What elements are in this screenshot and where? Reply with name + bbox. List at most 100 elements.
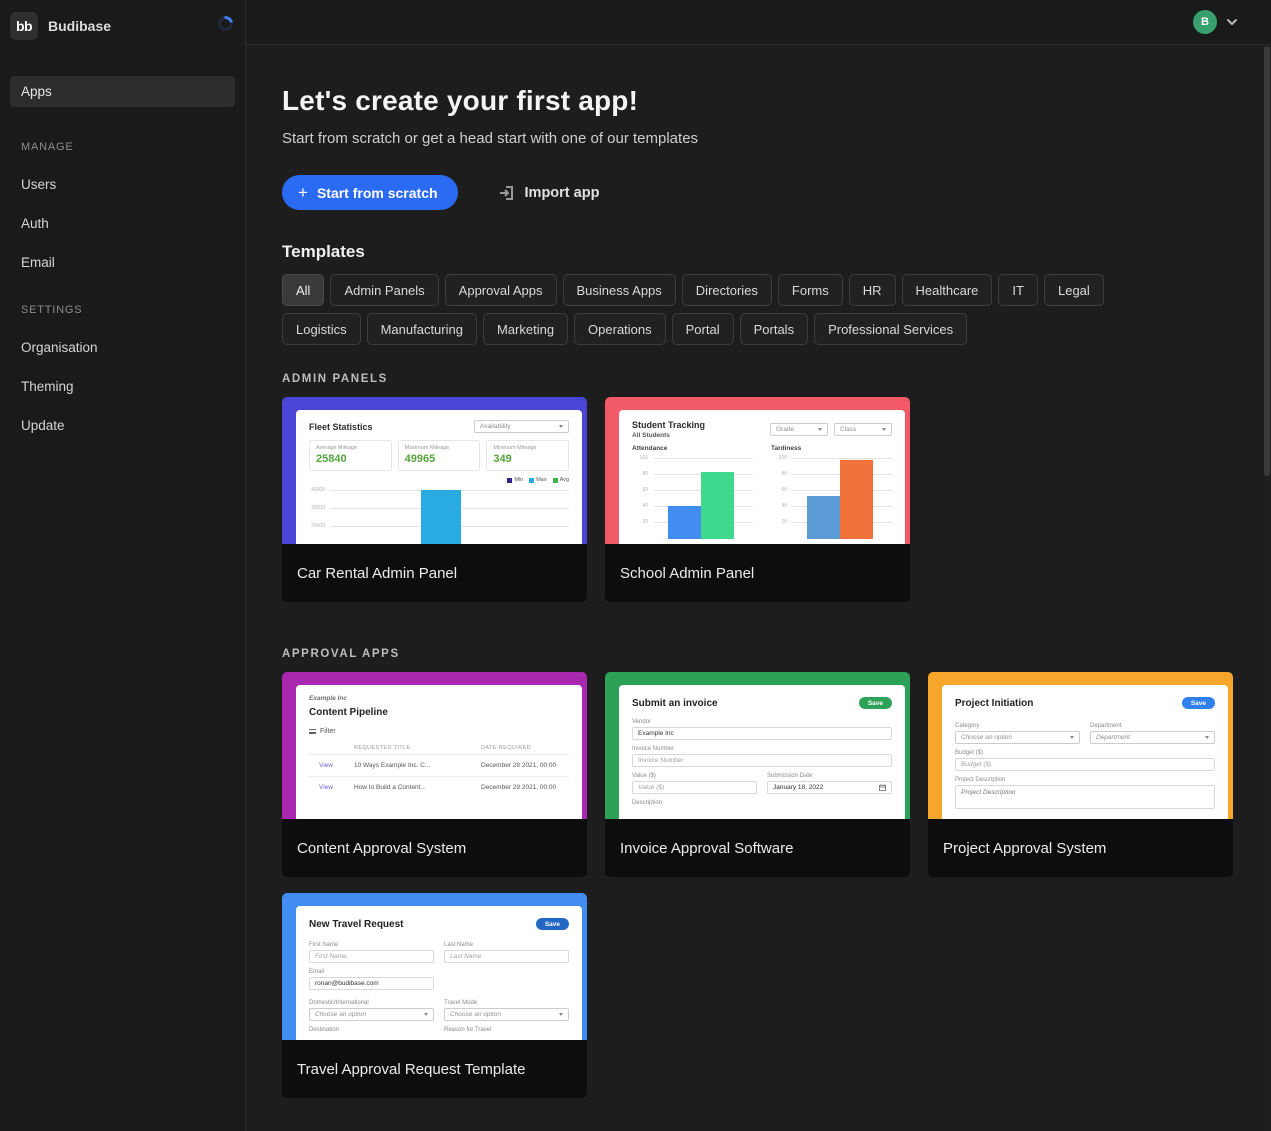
- section-heading-approval-apps: APPROVAL APPS: [282, 648, 400, 660]
- filter-chip-forms[interactable]: Forms: [777, 274, 843, 306]
- mini-last-name-input: Last Name: [444, 950, 569, 963]
- sidebar-section-settings: SETTINGS: [21, 304, 83, 316]
- car-rental-thumbnail: Fleet Statistics Availability Average Mi…: [282, 397, 587, 544]
- card-title-project: Project Approval System: [928, 819, 1233, 877]
- sidebar-item-apps[interactable]: Apps: [10, 76, 235, 107]
- mini-panel-subtitle: All Students: [632, 432, 670, 439]
- filter-chip-marketing[interactable]: Marketing: [482, 313, 569, 345]
- approval-apps-card-grid: Example Inc Content Pipeline Filter REQU…: [282, 672, 1233, 1098]
- filter-chip-operations[interactable]: Operations: [574, 313, 666, 345]
- start-from-scratch-label: Start from scratch: [316, 184, 438, 201]
- sidebar-item-email[interactable]: Email: [21, 255, 55, 270]
- admin-panels-card-grid: Fleet Statistics Availability Average Mi…: [282, 397, 1233, 602]
- filter-chip-it[interactable]: IT: [998, 274, 1038, 306]
- invoice-thumbnail: Submit an invoice Save Vendor Example In…: [605, 672, 910, 819]
- mini-budget-input: Budget ($): [955, 758, 1215, 771]
- user-avatar[interactable]: B: [1193, 10, 1217, 34]
- mini-invoice-number-input: Invoice Number: [632, 754, 892, 767]
- mini-stat-maximum-mileage: Maximum Mileage 49965: [397, 440, 481, 471]
- template-card-car-rental-admin-panel[interactable]: Fleet Statistics Availability Average Mi…: [282, 397, 587, 602]
- card-title-travel: Travel Approval Request Template: [282, 1040, 587, 1098]
- mini-bar-chart: 40000 30000 20000: [309, 487, 569, 544]
- mini-vendor-input: Example Inc: [632, 727, 892, 740]
- mini-chart-legend: Min Max Avg: [309, 477, 569, 483]
- filter-chip-business-apps[interactable]: Business Apps: [562, 274, 676, 306]
- template-card-project-approval-system[interactable]: Project Initiation Save Category Choose …: [928, 672, 1233, 877]
- budibase-logo-icon: bb: [10, 12, 38, 40]
- filter-chip-portals[interactable]: Portals: [739, 313, 809, 345]
- filter-chip-healthcare[interactable]: Healthcare: [901, 274, 993, 306]
- card-title-invoice: Invoice Approval Software: [605, 819, 910, 877]
- mini-class-select: Class: [834, 423, 892, 436]
- mini-table-row: View 10 Ways Example Inc. C... December …: [309, 754, 569, 776]
- mini-panel-title: Project Initiation: [955, 697, 1034, 709]
- sidebar-item-update[interactable]: Update: [21, 418, 65, 433]
- mini-grade-select: Grade: [770, 423, 828, 436]
- mini-category-select: Choose an option: [955, 731, 1080, 744]
- travel-thumbnail: New Travel Request Save First Name First…: [282, 893, 587, 1040]
- main-content: Let's create your first app! Start from …: [246, 45, 1271, 1131]
- import-icon: [498, 184, 516, 202]
- filter-chip-directories[interactable]: Directories: [681, 274, 772, 306]
- mini-save-button: Save: [1181, 697, 1215, 709]
- sidebar-item-users[interactable]: Users: [21, 177, 57, 192]
- mini-save-button: Save: [535, 918, 569, 930]
- card-title-car-rental: Car Rental Admin Panel: [282, 544, 587, 602]
- filter-chip-hr[interactable]: HR: [848, 274, 896, 306]
- mini-project-description-textarea: [955, 785, 1215, 809]
- mini-table-row: View How to Build a Content... December …: [309, 776, 569, 798]
- project-thumbnail: Project Initiation Save Category Choose …: [928, 672, 1233, 819]
- mini-panel-title: Content Pipeline: [309, 707, 388, 718]
- hamburger-icon: [309, 729, 316, 734]
- filter-chip-manufacturing[interactable]: Manufacturing: [366, 313, 477, 345]
- mini-table: REQUESTED TITLE DATE REQUIRED View 10 Wa…: [309, 742, 569, 798]
- mini-stat-minimum-mileage: Minimum Mileage 349: [486, 440, 570, 471]
- sidebar-section-manage: MANAGE: [21, 141, 74, 153]
- scrollbar[interactable]: [1264, 46, 1270, 1131]
- start-from-scratch-button[interactable]: + Start from scratch: [282, 175, 458, 210]
- user-menu-chevron-down-icon[interactable]: [1225, 15, 1239, 29]
- filter-chip-logistics[interactable]: Logistics: [282, 313, 361, 345]
- sidebar-item-theming[interactable]: Theming: [21, 379, 74, 394]
- scrollbar-thumb[interactable]: [1264, 46, 1270, 476]
- template-card-invoice-approval-software[interactable]: Submit an invoice Save Vendor Example In…: [605, 672, 910, 877]
- mini-domestic-select: Choose an option: [309, 1008, 434, 1021]
- section-heading-admin-panels: ADMIN PANELS: [282, 373, 388, 385]
- filter-chip-admin-panels[interactable]: Admin Panels: [330, 274, 439, 306]
- sidebar-item-organisation[interactable]: Organisation: [21, 340, 98, 355]
- filter-chip-professional-services[interactable]: Professional Services: [814, 313, 968, 345]
- plus-icon: +: [298, 183, 308, 202]
- mini-email-input: ronan@budibase.com: [309, 977, 434, 990]
- import-app-button[interactable]: Import app: [498, 184, 599, 202]
- template-card-content-approval-system[interactable]: Example Inc Content Pipeline Filter REQU…: [282, 672, 587, 877]
- loading-spinner-icon: [215, 13, 236, 34]
- card-title-content: Content Approval System: [282, 819, 587, 877]
- mini-first-name-input: First Name: [309, 950, 434, 963]
- card-title-school: School Admin Panel: [605, 544, 910, 602]
- filter-chip-approval-apps[interactable]: Approval Apps: [444, 274, 557, 306]
- mini-department-select: Department: [1090, 731, 1215, 744]
- mini-panel-title: Fleet Statistics: [309, 421, 373, 432]
- mini-filter-button: Filter: [309, 728, 569, 735]
- filter-chip-all[interactable]: All: [282, 274, 325, 306]
- action-button-row: + Start from scratch Import app: [282, 175, 1271, 210]
- sidebar-item-auth[interactable]: Auth: [21, 216, 49, 231]
- mini-travel-mode-select: Choose an option: [444, 1008, 569, 1021]
- mini-stat-average-mileage: Average Mileage 25840: [309, 440, 392, 471]
- mini-company-name: Example Inc: [309, 695, 347, 702]
- template-card-school-admin-panel[interactable]: Student Tracking All Students Grade Clas…: [605, 397, 910, 602]
- mini-panel-title: Submit an invoice: [632, 697, 718, 709]
- topbar: B: [246, 0, 1271, 45]
- calendar-icon: [879, 784, 886, 791]
- content-thumbnail: Example Inc Content Pipeline Filter REQU…: [282, 672, 587, 819]
- template-card-travel-approval-request[interactable]: New Travel Request Save First Name First…: [282, 893, 587, 1098]
- mini-panel-title: Student Tracking: [632, 420, 706, 430]
- sidebar: bb Budibase Apps MANAGE Users Auth Email…: [0, 0, 246, 1131]
- mini-bar-max: [421, 490, 461, 544]
- school-thumbnail: Student Tracking All Students Grade Clas…: [605, 397, 910, 544]
- templates-heading: Templates: [282, 242, 365, 261]
- page-subtitle: Start from scratch or get a head start w…: [282, 130, 699, 147]
- filter-chip-legal[interactable]: Legal: [1043, 274, 1104, 306]
- brand-name: Budibase: [48, 18, 112, 34]
- filter-chip-portal[interactable]: Portal: [671, 313, 734, 345]
